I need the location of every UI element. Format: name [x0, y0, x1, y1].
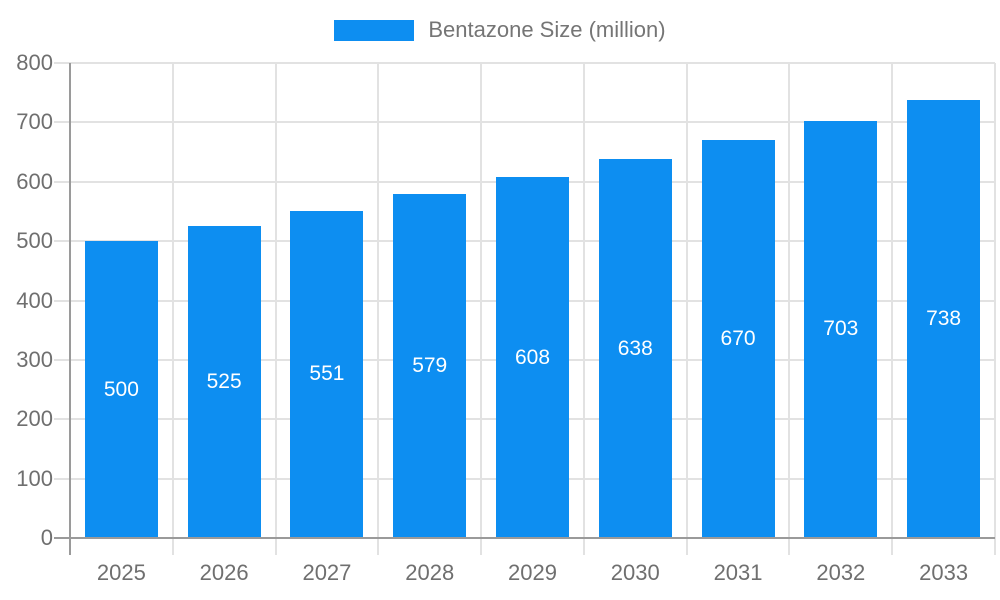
- bar-value-label: 738: [926, 306, 962, 330]
- x-gridline: [891, 63, 894, 555]
- legend-swatch: [334, 19, 415, 41]
- x-gridline: [377, 63, 380, 555]
- bar[interactable]: [907, 99, 981, 538]
- bar[interactable]: [187, 226, 261, 538]
- x-tick-label: 2028: [405, 560, 455, 585]
- x-gridline: [171, 63, 174, 555]
- x-tick-label: 2031: [713, 560, 763, 585]
- legend[interactable]: Bentazone Size (million): [0, 17, 1000, 43]
- y-gridline: [54, 121, 995, 124]
- y-tick-label: 500: [16, 228, 53, 254]
- x-tick-label: 2032: [816, 560, 866, 585]
- x-gridline: [480, 63, 483, 555]
- bar-value-label: 525: [206, 370, 242, 394]
- bar-value-label: 579: [412, 354, 448, 378]
- x-gridline: [582, 63, 585, 555]
- y-axis-line: [69, 63, 71, 555]
- x-tick-label: 2025: [96, 560, 146, 585]
- x-gridline: [788, 63, 791, 555]
- y-tick-label: 800: [16, 50, 53, 75]
- bar-value-label: 500: [103, 377, 139, 401]
- x-axis-line: [54, 537, 995, 539]
- bar[interactable]: [84, 241, 158, 538]
- x-gridline: [685, 63, 688, 555]
- y-tick-label: 600: [16, 168, 53, 194]
- bar-value-label: 608: [514, 345, 551, 369]
- x-gridline: [274, 63, 277, 555]
- y-tick-label: 100: [16, 465, 53, 491]
- y-tick-label: 0: [40, 525, 53, 550]
- bar[interactable]: [701, 140, 775, 538]
- bar-value-label: 551: [309, 362, 345, 386]
- y-tick-label: 700: [16, 109, 53, 135]
- bar-value-label: 703: [823, 317, 859, 341]
- legend-label: Bentazone Size (million): [428, 17, 666, 42]
- x-tick-label: 2026: [199, 560, 249, 585]
- bar[interactable]: [496, 177, 569, 538]
- bar[interactable]: [598, 159, 672, 538]
- x-tick-label: 2029: [508, 560, 557, 585]
- x-gridline: [994, 63, 996, 555]
- y-tick-label: 200: [16, 406, 53, 432]
- bar-value-label: 670: [720, 327, 756, 351]
- x-tick-label: 2027: [302, 560, 352, 585]
- y-tick-label: 300: [16, 346, 53, 372]
- y-gridline: [54, 62, 995, 64]
- plot-area: 0 100 200 300 400 500 600 700 800 500 2025 525 2026 5…: [16, 50, 996, 585]
- bar[interactable]: [393, 194, 467, 538]
- bar[interactable]: [290, 210, 364, 538]
- bar[interactable]: [804, 120, 878, 538]
- x-tick-label: 2030: [610, 560, 660, 585]
- bar-value-label: 638: [617, 336, 653, 360]
- x-tick-label: 2033: [919, 560, 969, 585]
- y-tick-label: 400: [16, 287, 53, 313]
